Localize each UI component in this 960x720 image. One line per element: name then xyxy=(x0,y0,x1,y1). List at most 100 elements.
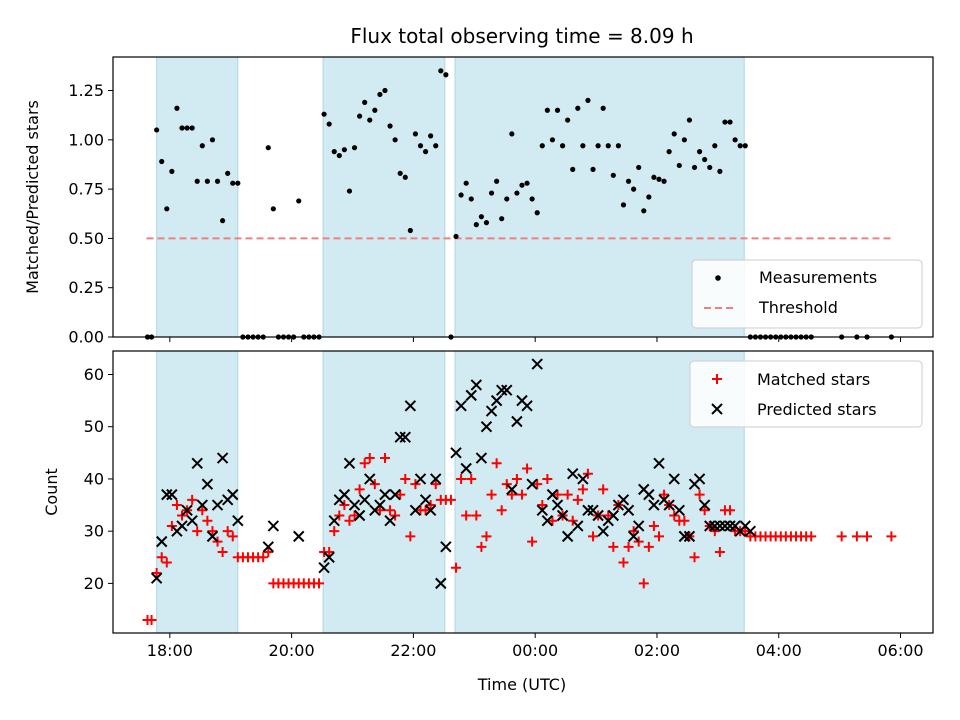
matched-star-point xyxy=(633,536,644,547)
matched-star-point xyxy=(740,526,751,537)
measurement-point xyxy=(417,143,424,149)
y-tick-label: 30 xyxy=(84,522,104,541)
measurement-point xyxy=(346,188,353,194)
plot-frame xyxy=(112,56,934,338)
predicted-star-point xyxy=(724,520,736,532)
matched-star-point xyxy=(851,531,862,542)
matched-star-point xyxy=(161,557,172,568)
x-tick-label: 00:00 xyxy=(512,641,558,660)
matched-star-point xyxy=(324,547,335,558)
predicted-star-point xyxy=(551,499,564,511)
predicted-star-point xyxy=(704,520,716,532)
matched-star-point xyxy=(603,510,614,521)
legend-label-measurements: Measurements xyxy=(759,268,877,287)
measurement-point xyxy=(590,166,596,172)
matched-star-point xyxy=(207,526,218,537)
measurement-point xyxy=(620,202,627,208)
measurement-point xyxy=(722,119,728,125)
predicted-star-point xyxy=(379,488,391,501)
predicted-star-point xyxy=(196,499,209,511)
measurement-point xyxy=(443,72,449,78)
predicted-star-point xyxy=(414,473,427,485)
predicted-star-point xyxy=(627,530,640,543)
bottom-legend: Matched stars Predicted stars xyxy=(689,360,923,428)
measurement-point xyxy=(549,137,556,143)
predicted-star-point xyxy=(399,431,411,443)
measurement-point xyxy=(534,210,540,216)
predicted-star-point xyxy=(394,431,406,443)
measurement-point xyxy=(656,176,662,182)
matched-star-point xyxy=(648,520,659,531)
x-tick-label: 18:00 xyxy=(147,641,193,660)
matched-star-point xyxy=(709,526,720,537)
measurement-point xyxy=(605,143,611,149)
measurement-point xyxy=(199,143,205,149)
measurement-point xyxy=(473,222,479,228)
predicted-star-point xyxy=(176,520,188,532)
matched-star-point xyxy=(476,541,487,552)
measurement-point xyxy=(707,164,713,171)
measurement-point xyxy=(732,137,738,143)
measurement-point xyxy=(362,99,368,105)
measurement-point xyxy=(686,117,693,123)
predicted-star-point xyxy=(678,530,691,543)
y-tick-label: 0.00 xyxy=(68,328,104,347)
measurement-point xyxy=(610,172,616,178)
x-axis-label: Time (UTC) xyxy=(477,675,566,694)
measurement-point xyxy=(270,206,276,212)
matched-star-point xyxy=(385,505,396,516)
matched-star-point xyxy=(456,473,467,484)
predicted-star-point xyxy=(582,504,594,516)
measurement-point xyxy=(524,180,530,186)
matched-star-point xyxy=(552,489,563,500)
matched-star-point xyxy=(202,515,213,526)
top-axes: 0.00 0.25 0.50 0.75 1.00 1.25 Matched/Predicte… xyxy=(23,56,934,347)
predicted-star-point xyxy=(430,473,442,485)
predicted-star-point xyxy=(501,384,513,396)
measurement-point xyxy=(438,68,444,74)
matched-star-point xyxy=(369,479,380,490)
matched-star-point xyxy=(577,484,588,495)
y-tick-label: 50 xyxy=(84,417,104,436)
matched-star-point xyxy=(537,500,548,511)
matched-star-point xyxy=(374,505,385,516)
bottom-axes: 18:00 20:00 22:00 00:00 02:00 04:00 06:00 20 30 4… xyxy=(42,350,934,660)
y-axis-label: Matched/Predicted stars xyxy=(23,100,42,294)
measurement-point xyxy=(169,168,175,174)
matched-star-point xyxy=(171,500,182,511)
measurement-point xyxy=(321,111,327,117)
measurement-point xyxy=(265,145,271,151)
measurement-point xyxy=(641,208,647,214)
measurement-point xyxy=(483,220,490,226)
matched-star-point xyxy=(562,489,573,500)
matched-star-point xyxy=(522,463,533,474)
measurement-point xyxy=(204,178,210,184)
matched-star-point xyxy=(582,468,593,479)
predicted-star-point xyxy=(607,509,620,522)
y-tick-label: 40 xyxy=(84,469,104,488)
measurement-point xyxy=(671,131,677,137)
matched-star-point xyxy=(567,515,578,526)
measurement-point xyxy=(570,166,576,172)
measurement-point xyxy=(422,149,429,155)
predicted-star-point xyxy=(506,483,518,496)
predicted-star-point xyxy=(592,509,604,522)
predicted-star-point xyxy=(622,504,635,516)
matched-star-point xyxy=(445,494,456,505)
matched-star-point xyxy=(395,489,406,500)
measurement-point xyxy=(559,143,566,149)
measurement-point xyxy=(554,107,561,113)
predicted-star-point xyxy=(353,509,366,522)
measurement-point xyxy=(214,178,221,184)
predicted-star-point xyxy=(693,473,706,485)
legend-marker-predicted xyxy=(711,403,723,415)
predicted-star-point xyxy=(191,457,203,469)
x-tick-label: 22:00 xyxy=(390,641,436,660)
predicted-star-point xyxy=(470,379,483,391)
matched-star-point xyxy=(572,494,583,505)
predicted-star-point xyxy=(323,551,335,563)
predicted-star-point xyxy=(643,488,655,501)
predicted-star-point xyxy=(495,384,508,396)
matched-star-point xyxy=(511,473,522,484)
measurement-point xyxy=(666,149,672,155)
